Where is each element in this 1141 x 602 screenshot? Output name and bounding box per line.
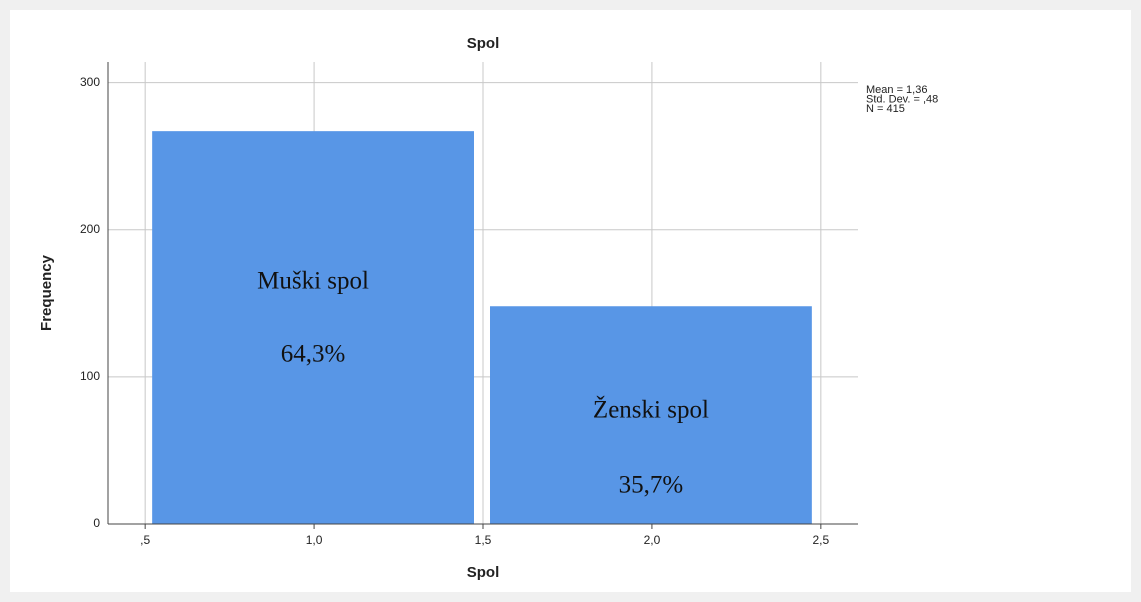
- x-tick-label: 1,5: [475, 533, 492, 547]
- bar-label: Muški spol: [257, 268, 369, 295]
- y-tick-label: 100: [80, 369, 100, 383]
- stat-text: Std. Dev. = ,48: [866, 93, 938, 105]
- chart-title: Spol: [467, 35, 500, 52]
- x-axis-label: Spol: [467, 564, 500, 581]
- y-axis-label: Frequency: [38, 254, 55, 331]
- bar: [490, 306, 812, 524]
- stat-text: Mean = 1,36: [866, 84, 927, 96]
- x-tick-label: 2,0: [644, 533, 661, 547]
- y-tick-label: 300: [80, 75, 100, 89]
- x-tick-label: 1,0: [306, 533, 323, 547]
- x-tick-label: ,5: [140, 533, 150, 547]
- bar: [152, 131, 474, 524]
- y-tick-label: 200: [80, 222, 100, 236]
- y-tick-label: 0: [93, 516, 100, 530]
- bar-percent: 64,3%: [281, 341, 346, 368]
- stat-text: N = 415: [866, 103, 905, 115]
- bar-percent: 35,7%: [619, 472, 684, 499]
- bar-label: Ženski spol: [593, 396, 709, 424]
- x-tick-label: 2,5: [812, 533, 829, 547]
